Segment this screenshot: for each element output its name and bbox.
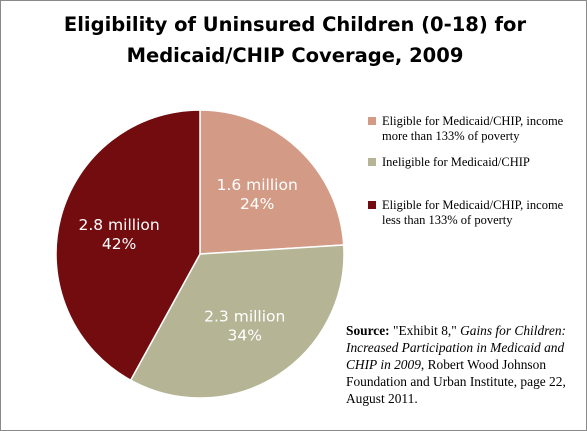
legend-swatch [368, 117, 376, 125]
slice-value-label: 2.8 million [78, 216, 159, 234]
slice-percent-label: 24% [240, 195, 274, 213]
source-quote: "Exhibit 8," [389, 323, 461, 338]
chart-title-line-1: Eligibility of Uninsured Children (0-18)… [63, 13, 527, 36]
slice-value-label: 2.3 million [204, 308, 285, 326]
legend-label: Eligible for Medicaid/CHIP, income less … [382, 198, 582, 228]
legend-label: Ineligible for Medicaid/CHIP [382, 155, 582, 170]
legend-label-line: Eligible for Medicaid/CHIP, income [382, 114, 564, 128]
legend-label-line: less than 133% of poverty [382, 213, 513, 227]
legend-swatch [368, 201, 376, 209]
legend-label-line: more than 133% of poverty [382, 129, 520, 143]
legend-label: Eligible for Medicaid/CHIP, income more … [382, 114, 582, 144]
source-title: Gains for Children: Increased Participat… [346, 323, 566, 372]
legend-label-line: Ineligible for Medicaid/CHIP [382, 155, 530, 169]
source-rest: , Robert Wood Johnson Foundation and Urb… [346, 357, 566, 406]
slice-value-label: 1.6 million [217, 176, 298, 194]
source-note: Source: "Exhibit 8," Gains for Children:… [346, 322, 578, 407]
chart-title: Eligibility of Uninsured Children (0-18)… [40, 9, 550, 71]
legend-label-line: Eligible for Medicaid/CHIP, income [382, 198, 564, 212]
chart-title-line-2: Medicaid/CHIP Coverage, 2009 [126, 44, 464, 67]
slice-percent-label: 34% [228, 327, 262, 345]
pie-slice [199, 109, 345, 255]
slice-percent-label: 42% [102, 235, 136, 253]
pie-slice [55, 109, 201, 382]
source-label: Source: [346, 323, 390, 338]
legend-swatch [368, 158, 376, 166]
